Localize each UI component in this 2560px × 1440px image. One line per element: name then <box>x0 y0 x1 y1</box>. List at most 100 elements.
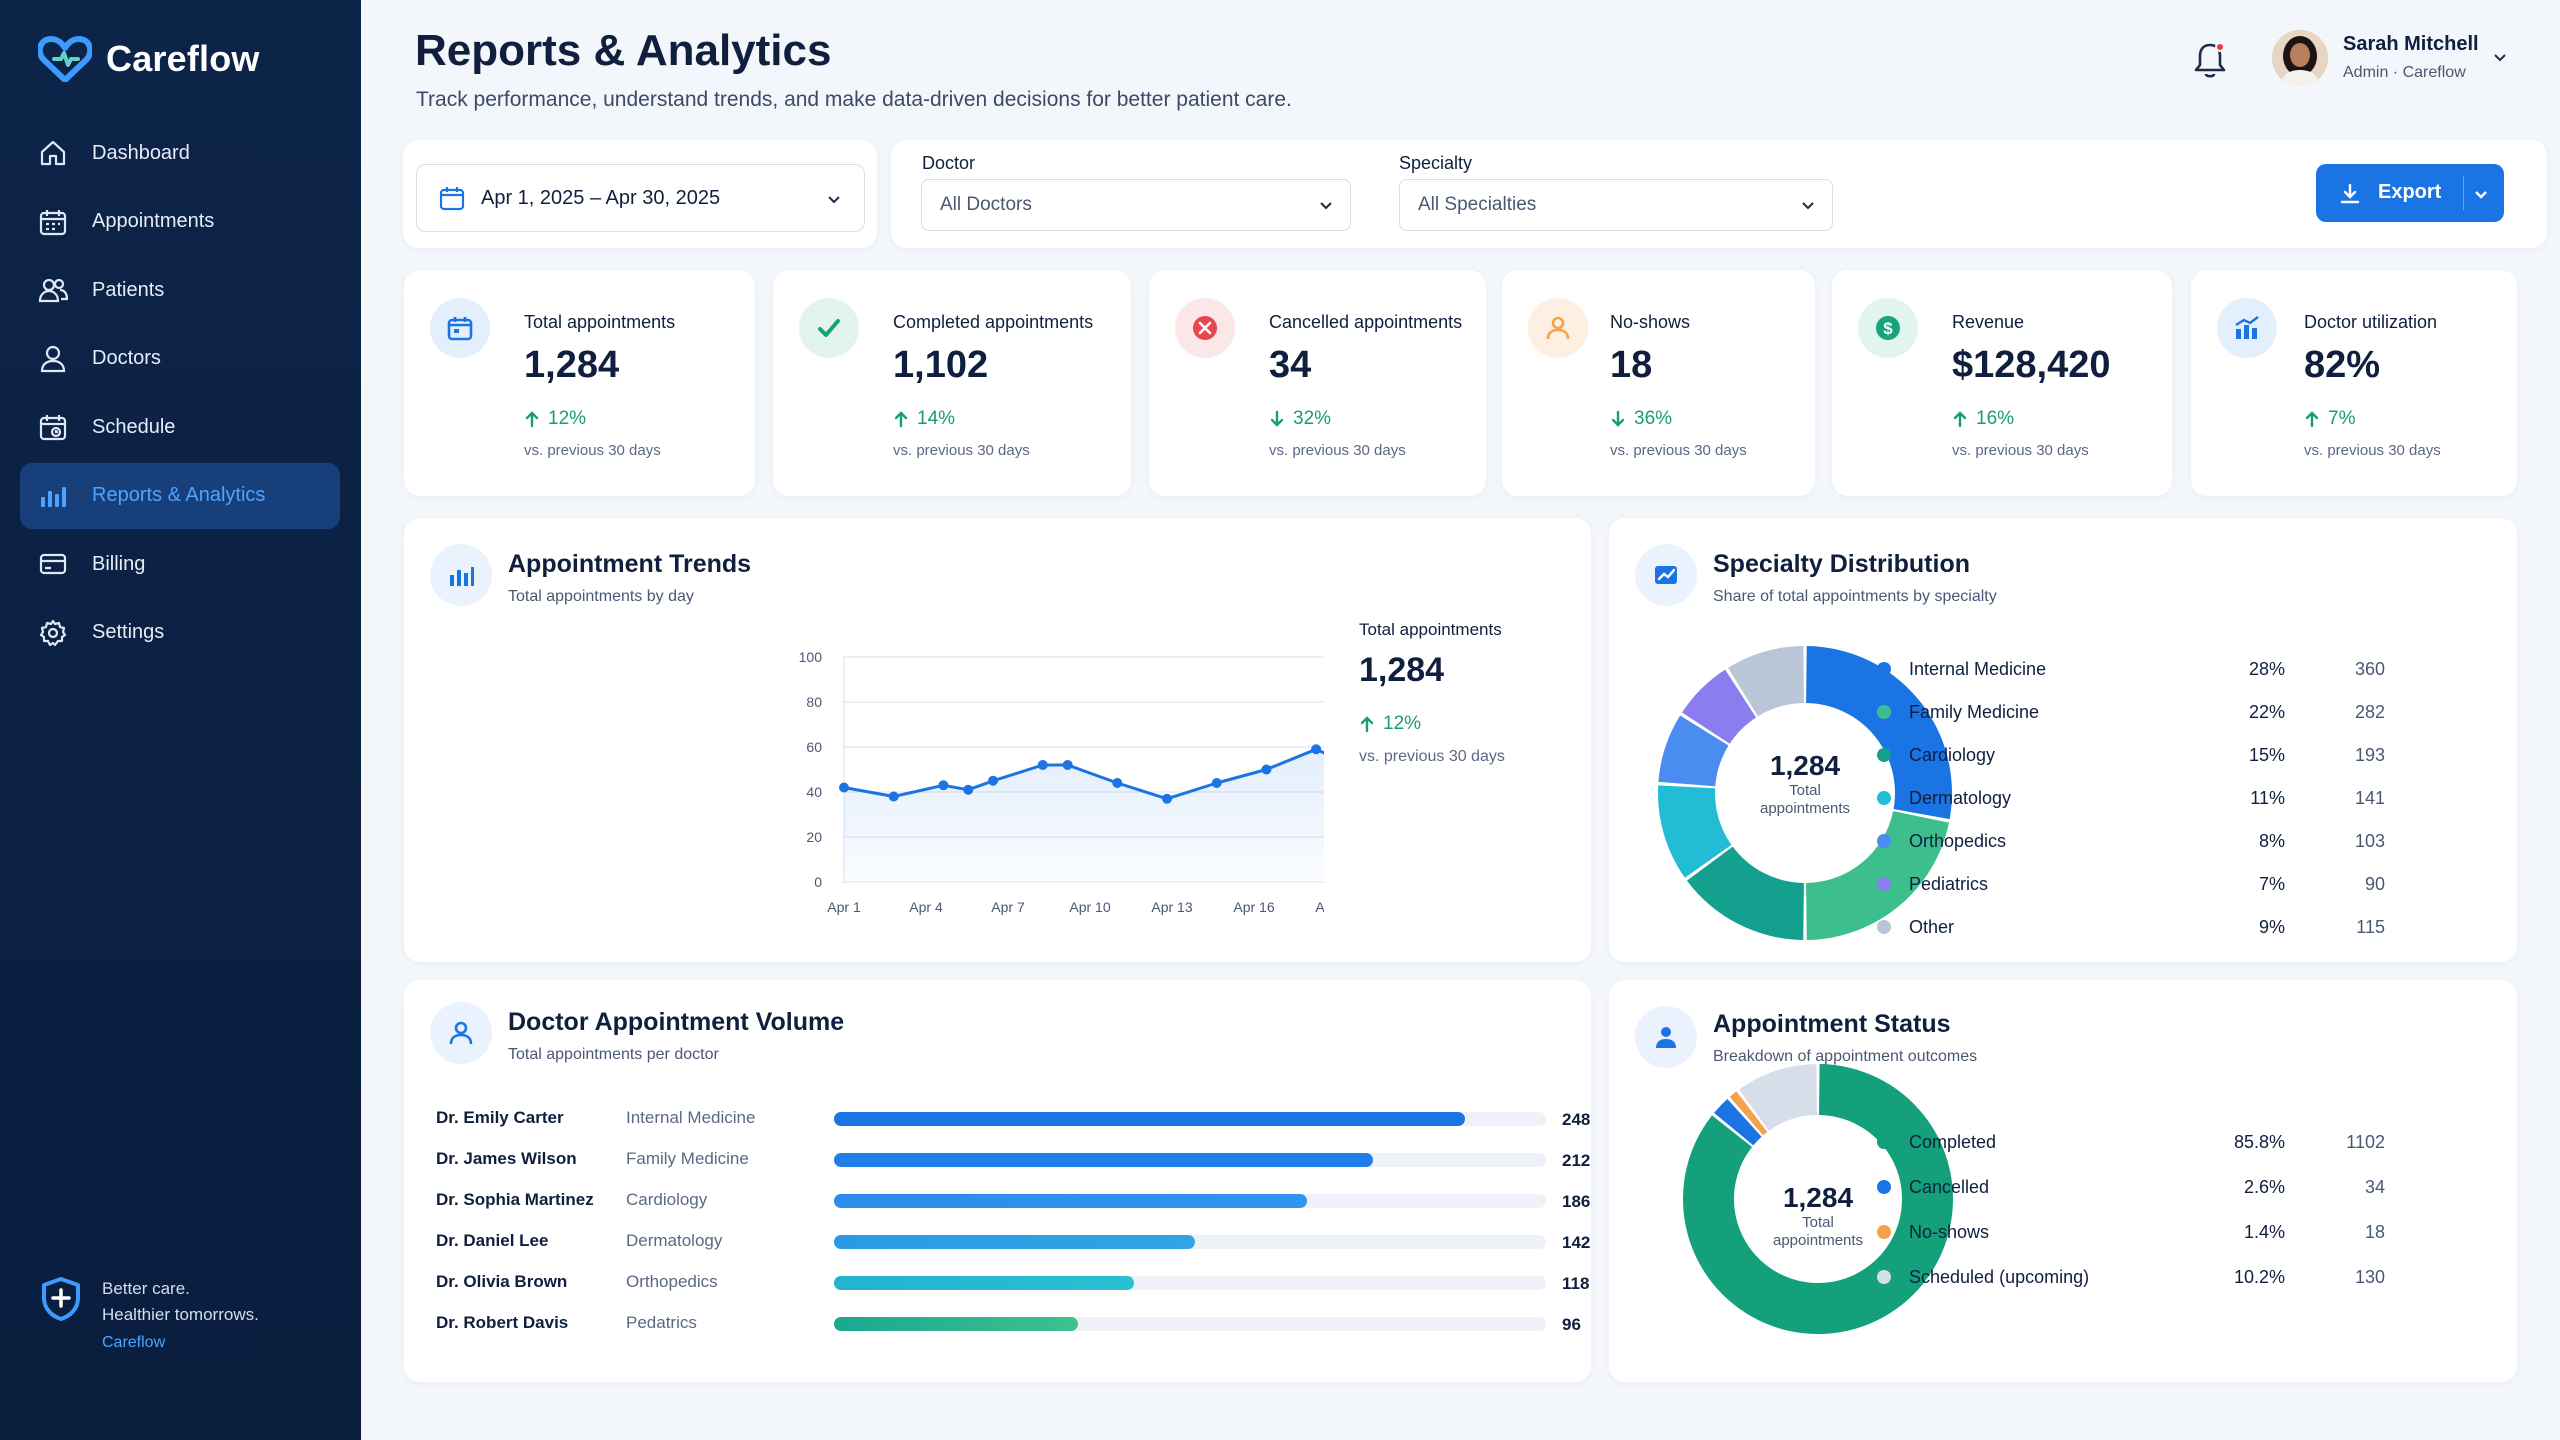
legend-percent: 8% <box>2258 830 2285 851</box>
section-title: Appointment Trends <box>508 550 752 578</box>
doctor-filter-label: Doctor <box>922 153 976 173</box>
doctor-row[interactable]: Dr. Olivia Brown Orthopedics 118 <box>436 1270 1589 1294</box>
user-name: Sarah Mitchell <box>2343 33 2479 55</box>
sidebar-item-label: Patients <box>92 278 165 301</box>
bar-fill <box>834 1276 1135 1290</box>
trend-area <box>844 749 1324 882</box>
bar-fill <box>834 1317 1079 1331</box>
avatar-image <box>2272 30 2328 86</box>
bar-chart-icon <box>450 567 474 586</box>
kpi-icon-wrap <box>1528 298 1588 358</box>
export-label: Export <box>2378 181 2442 203</box>
calendar-icon <box>447 317 473 341</box>
legend-item: Cardiology 15% 193 <box>1877 743 2385 767</box>
donut-center-label: Total appointments <box>1760 782 1851 817</box>
svg-text:$: $ <box>1883 319 1893 338</box>
section-subtitle: Share of total appointments by specialty <box>1713 588 1997 605</box>
donut-slice <box>1682 669 1757 744</box>
sidebar-item-appointments[interactable]: Appointments <box>20 189 340 255</box>
export-button[interactable]: Export <box>2316 164 2504 222</box>
download-icon <box>2340 183 2360 204</box>
x-tick-label: Apr 19 <box>1315 899 1324 915</box>
kpi-delta: 14% <box>893 408 955 430</box>
sidebar-item-dashboard[interactable]: Dashboard <box>20 120 340 186</box>
user-icon <box>40 345 66 372</box>
arrow-up-icon <box>1953 411 1967 428</box>
kpi-icon-wrap <box>799 298 859 358</box>
user-icon <box>1546 316 1570 340</box>
sidebar-item-settings[interactable]: Settings <box>20 600 340 666</box>
legend-percent: 2.6% <box>2243 1176 2285 1197</box>
donut-center: 1,284 Total appointments <box>1725 750 1885 818</box>
specialty-select-value: All Specialties <box>1418 194 1537 215</box>
sidebar-item-patients[interactable]: Patients <box>20 257 340 323</box>
doctor-row[interactable]: Dr. Daniel Lee Dermatology 142 <box>436 1229 1590 1253</box>
doctor-count: 96 <box>1562 1315 1581 1334</box>
y-tick-label: 60 <box>806 739 822 755</box>
arrow-up-icon <box>1360 716 1374 733</box>
legend-item: No-shows 1.4% 18 <box>1877 1220 2385 1244</box>
donut-slice <box>1729 1091 1768 1136</box>
doctor-specialty: Dermatology <box>626 1231 723 1250</box>
sidebar-item-reports-analytics[interactable]: Reports & Analytics <box>20 462 340 529</box>
legend-swatch <box>1877 1135 1891 1149</box>
legend-item: Cancelled 2.6% 34 <box>1877 1175 2385 1199</box>
donut-slice <box>1806 646 1953 820</box>
legend-percent: 85.8% <box>2233 1131 2285 1152</box>
trend-up-icon <box>1655 566 1677 584</box>
notifications-button[interactable] <box>2193 40 2227 80</box>
sidebar-item-billing[interactable]: Billing <box>20 531 340 597</box>
x-tick-label: Apr 4 <box>909 899 943 915</box>
legend-item: Pediatrics 7% 90 <box>1877 872 2385 896</box>
doctor-row[interactable]: Dr. Robert Davis Pedatrics 96 <box>436 1311 1581 1335</box>
legend-count: 360 <box>2354 658 2385 679</box>
chevron-down-icon[interactable] <box>2491 48 2509 66</box>
trend-line-chart: 0 20 40 60 80 100 Apr 1 Apr 4 Apr 7 Apr 10 Apr 13 A… <box>799 649 1324 915</box>
doctor-row[interactable]: Dr. James Wilson Family Medicine 212 <box>436 1147 1590 1171</box>
legend-item: Scheduled (upcoming) 10.2% 130 <box>1877 1265 2385 1289</box>
chevron-down-icon[interactable] <box>2472 185 2490 203</box>
specialty-donut-chart <box>1658 646 1953 940</box>
doctor-row[interactable]: Dr. Emily Carter Internal Medicine 248 <box>436 1106 1590 1130</box>
doctor-specialty: Internal Medicine <box>626 1108 756 1127</box>
kpi-value: 18 <box>1610 344 1653 386</box>
arrow-up-icon <box>894 411 908 428</box>
kpi-delta: 36% <box>1610 408 1672 430</box>
gear-icon <box>39 619 67 646</box>
avatar[interactable] <box>2272 30 2328 86</box>
trend-summary-compare: vs. previous 30 days <box>1359 748 1505 765</box>
bar-fill <box>834 1112 1465 1126</box>
legend-count: 90 <box>2364 873 2385 894</box>
brand[interactable]: Careflow <box>38 36 260 82</box>
bar-fill <box>834 1153 1374 1167</box>
sidebar-item-doctors[interactable]: Doctors <box>20 326 340 392</box>
data-point <box>1062 760 1073 770</box>
calendar-icon <box>39 209 67 235</box>
date-range-picker[interactable]: Apr 1, 2025 – Apr 30, 2025 <box>416 164 865 232</box>
data-point <box>1311 744 1322 755</box>
kpi-compare: vs. previous 30 days <box>1269 442 1406 459</box>
legend-item: Orthopedics 8% 103 <box>1877 829 2385 853</box>
chevron-down-icon <box>828 196 840 204</box>
legend-swatch <box>1877 791 1891 805</box>
bar-fill <box>834 1235 1196 1249</box>
legend-percent: 11% <box>2250 787 2285 808</box>
page-subtitle: Track performance, understand trends, an… <box>416 88 1292 111</box>
legend-count: 141 <box>2354 787 2385 808</box>
chevron-down-icon <box>1320 202 1332 210</box>
legend-swatch <box>1877 748 1891 762</box>
sidebar-item-schedule[interactable]: Schedule <box>20 394 340 460</box>
doctor-volume-card: Doctor Appointment Volume Total appointm… <box>404 980 1591 1382</box>
section-subtitle: Total appointments per doctor <box>508 1046 719 1063</box>
card-icon <box>39 553 67 575</box>
careflow-logo-icon <box>38 36 92 82</box>
doctor-row[interactable]: Dr. Sophia Martinez Cardiology 186 <box>436 1188 1590 1212</box>
doctor-select[interactable]: All Doctors <box>921 179 1351 231</box>
bar-track <box>834 1317 1546 1331</box>
specialty-select[interactable]: All Specialties <box>1399 179 1833 231</box>
legend-label: Pediatrics <box>1909 873 1989 894</box>
kpi-delta: 7% <box>2304 408 2355 430</box>
legend-label: Family Medicine <box>1909 701 2040 722</box>
legend-count: 130 <box>2354 1266 2385 1287</box>
data-point <box>1162 793 1173 804</box>
